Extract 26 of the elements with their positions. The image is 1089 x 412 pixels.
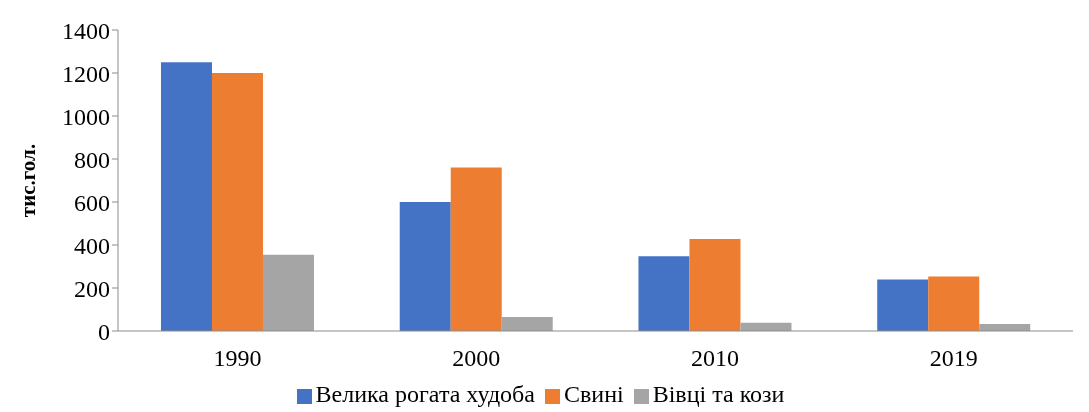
- y-tick-label: 400: [74, 232, 110, 259]
- bar: [450, 167, 502, 331]
- bar: [262, 254, 314, 331]
- x-tick-label: 2019: [929, 345, 978, 372]
- y-tick-label: 1000: [62, 103, 110, 130]
- x-tick-label: 2000: [452, 345, 501, 372]
- x-tick-label: 2010: [690, 345, 739, 372]
- y-tick-label: 200: [74, 275, 110, 302]
- y-tick-label: 600: [74, 189, 110, 216]
- bar: [877, 279, 929, 331]
- y-axis-title: тис.гол.: [16, 143, 41, 218]
- legend-label: Велика рогата худоба: [315, 381, 535, 407]
- x-tick-label: 1990: [213, 345, 262, 372]
- y-tick-label: 800: [74, 146, 110, 173]
- bar: [689, 238, 741, 331]
- legend-label: Вівці та кози: [652, 381, 785, 407]
- y-tick-label: 1400: [62, 17, 110, 44]
- y-tick-label: 0: [98, 318, 110, 345]
- bar: [399, 202, 451, 331]
- bar: [928, 276, 980, 331]
- bar: [638, 256, 690, 331]
- bar: [501, 317, 553, 331]
- y-tick-label: 1200: [62, 60, 110, 87]
- bar: [211, 73, 263, 331]
- legend-label: Свині: [563, 381, 624, 407]
- bar: [160, 62, 212, 331]
